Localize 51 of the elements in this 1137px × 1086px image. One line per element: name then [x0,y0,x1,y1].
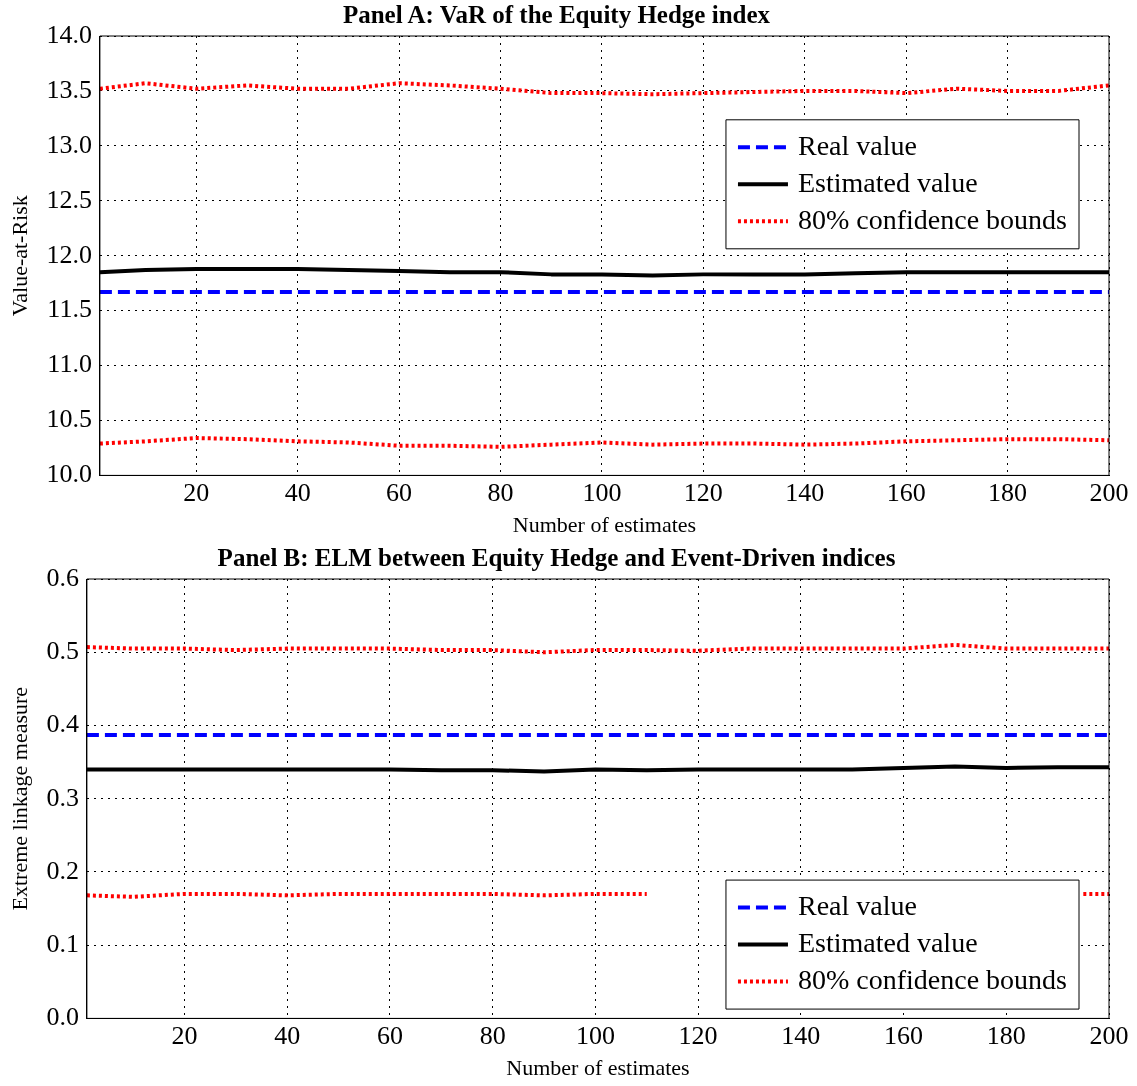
line-series [99,436,1109,449]
y-tick-label: 13.0 [46,129,92,159]
legend-label: Real value [797,129,917,161]
y-tick-label: 0.0 [46,1002,79,1032]
y-tick-label: 11.5 [47,294,92,324]
y-tick-label: 10.5 [46,404,92,434]
y-axis-title: Value-at-Risk [6,195,32,317]
x-tick-label: 20 [171,1020,198,1050]
x-tick-label: 200 [1089,1020,1129,1050]
chart-title: Panel B: ELM between Equity Hedge and Event-Driven indices [217,544,896,572]
legend-label: Real value [797,889,917,921]
x-axis-title: Number of estimates [506,1054,690,1080]
y-tick-label: 12.5 [46,184,92,214]
legend-label: Estimated value [797,926,978,958]
line-series [99,81,1109,97]
y-tick-label: 0.6 [46,562,79,592]
x-tick-label: 140 [781,1020,821,1050]
x-tick-label: 140 [785,477,825,507]
x-axis-title: Number of estimates [512,511,697,537]
x-tick-label: 20 [183,477,210,507]
y-tick-label: 11.0 [47,349,92,379]
y-tick-label: 0.2 [46,855,79,885]
x-tick-label: 120 [683,477,723,507]
x-tick-label: 60 [386,477,413,507]
x-tick-label: 40 [274,1020,301,1050]
x-tick-label: 80 [479,1020,506,1050]
y-tick-label: 0.3 [46,782,79,812]
x-tick-label: 180 [988,477,1028,507]
y-tick-label: 0.5 [46,636,79,666]
x-tick-label: 80 [487,477,514,507]
x-tick-label: 100 [575,1020,615,1050]
legend-label: Estimated value [797,166,978,198]
x-tick-label: 40 [284,477,311,507]
legend-label: 80% confidence bounds [797,963,1068,995]
x-tick-label: 60 [376,1020,403,1050]
line-series [86,642,1109,655]
y-tick-label: 0.1 [46,928,79,958]
x-tick-label: 160 [884,1020,924,1050]
y-tick-label: 13.5 [46,74,92,104]
x-tick-label: 120 [678,1020,718,1050]
x-tick-label: 180 [986,1020,1026,1050]
x-tick-label: 160 [886,477,926,507]
y-tick-label: 0.4 [46,709,79,739]
legend-label: 80% confidence bounds [797,203,1068,235]
y-tick-label: 12.0 [46,239,92,269]
y-tick-label: 14.0 [46,19,92,49]
y-tick-label: 10.0 [46,459,92,489]
x-tick-label: 100 [582,477,622,507]
chart-title: Panel A: VaR of the Equity Hedge index [342,1,771,29]
y-axis-title: Extreme linkage measure [6,686,32,911]
x-tick-label: 200 [1089,477,1129,507]
